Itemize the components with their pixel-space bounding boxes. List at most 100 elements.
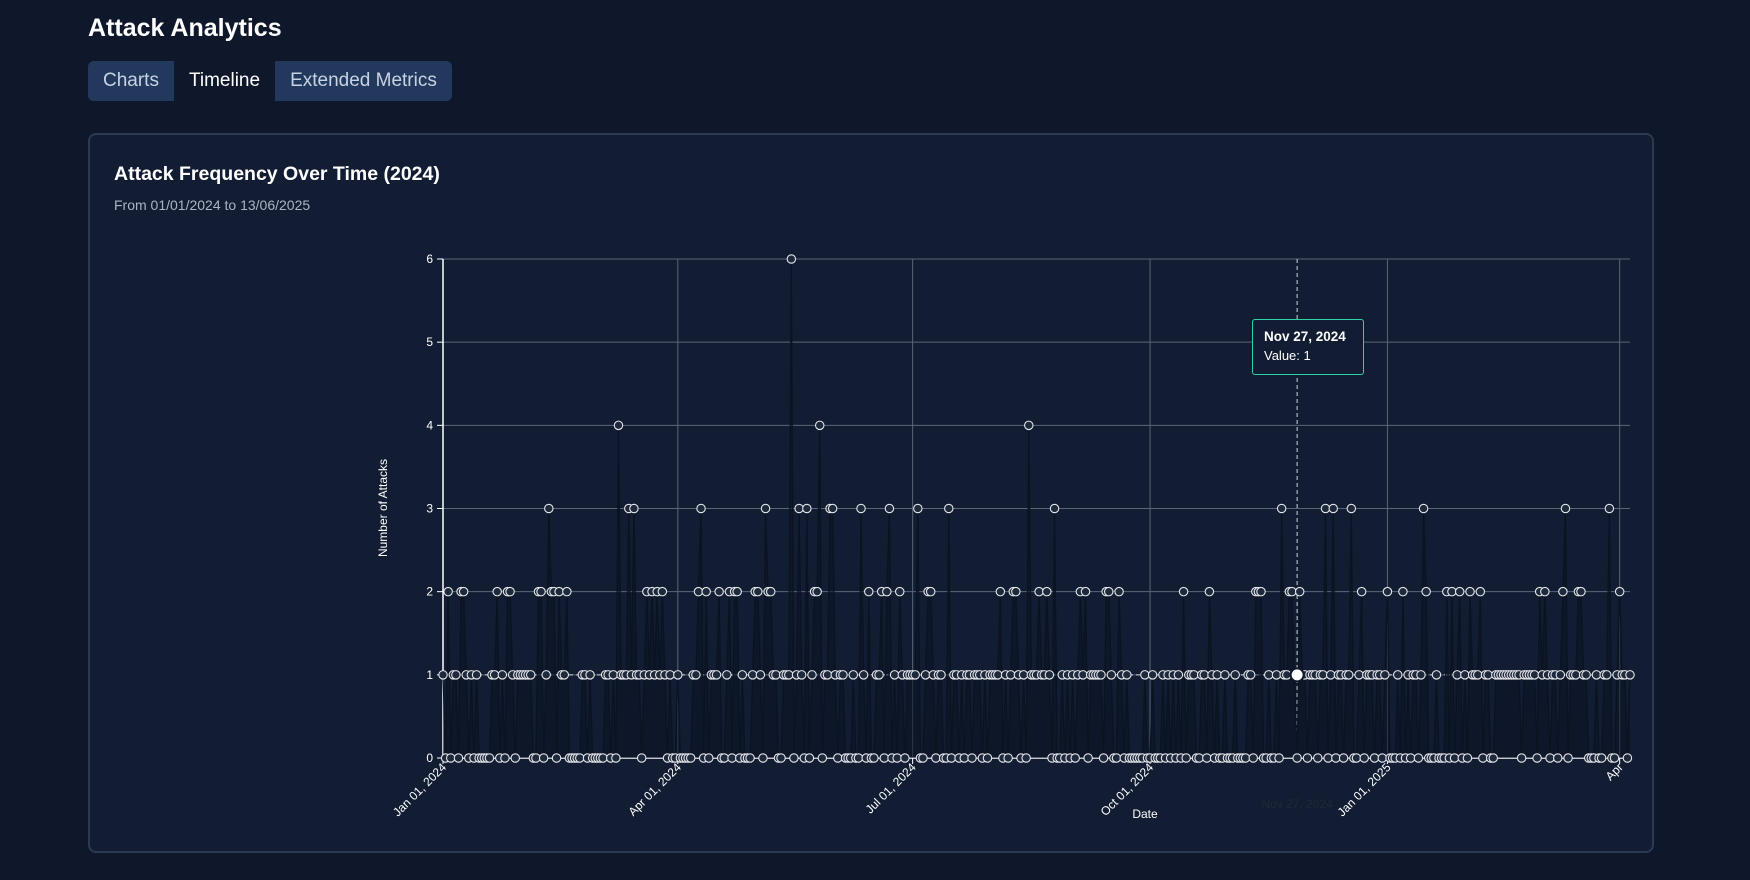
y-tick-label: 6 xyxy=(426,252,433,266)
data-point xyxy=(451,670,461,680)
data-point xyxy=(1609,753,1620,763)
data-point xyxy=(1078,670,1088,680)
data-point xyxy=(1596,753,1607,763)
data-point xyxy=(1475,586,1486,597)
data-point xyxy=(869,753,879,763)
data-point xyxy=(920,670,931,680)
data-point xyxy=(1098,753,1109,763)
data-point xyxy=(1240,753,1251,763)
data-point xyxy=(1328,503,1339,514)
data-point xyxy=(822,670,833,680)
data-point xyxy=(629,503,639,514)
y-tick-label: 5 xyxy=(426,335,433,349)
data-point xyxy=(1398,586,1408,597)
data-point xyxy=(753,586,763,597)
y-tick-label: 1 xyxy=(426,668,433,682)
data-point xyxy=(874,670,884,680)
data-point xyxy=(611,753,621,763)
data-point xyxy=(848,670,859,680)
data-point xyxy=(796,670,807,680)
data-point xyxy=(1294,586,1305,597)
data-point xyxy=(765,586,776,597)
data-point xyxy=(827,503,838,514)
data-point xyxy=(1359,753,1369,763)
data-point xyxy=(1320,503,1331,514)
data-point xyxy=(1199,670,1209,680)
x-axis-title: Date xyxy=(1132,807,1158,821)
data-point xyxy=(776,753,786,763)
data-point xyxy=(538,753,549,763)
data-point xyxy=(993,670,1003,680)
data-point xyxy=(853,753,864,763)
data-point xyxy=(1083,753,1093,763)
data-point xyxy=(1111,753,1122,763)
tab-timeline[interactable]: Timeline xyxy=(173,61,276,101)
data-point xyxy=(900,753,910,763)
data-point xyxy=(1380,670,1390,680)
data-point xyxy=(1369,753,1380,763)
data-point xyxy=(959,753,969,763)
data-point xyxy=(1488,753,1498,763)
data-point xyxy=(1532,753,1542,763)
data-point xyxy=(1338,753,1349,763)
data-point xyxy=(856,503,866,514)
data-point xyxy=(1346,503,1357,514)
data-point xyxy=(691,670,701,680)
data-point xyxy=(755,670,766,680)
data-point xyxy=(505,586,515,597)
data-point xyxy=(1263,670,1274,680)
data-point xyxy=(913,503,923,514)
data-point xyxy=(918,753,928,763)
data-point xyxy=(1604,503,1615,514)
tab-charts[interactable]: Charts xyxy=(88,61,174,101)
data-point xyxy=(1473,670,1483,680)
data-point xyxy=(1421,586,1431,597)
data-point xyxy=(889,670,900,680)
data-point xyxy=(1018,670,1029,680)
data-point xyxy=(693,586,704,597)
data-point xyxy=(1080,586,1091,597)
data-point xyxy=(1343,670,1354,680)
data-point xyxy=(1571,670,1581,680)
data-point xyxy=(737,670,748,680)
data-point xyxy=(541,670,551,680)
data-point xyxy=(1351,753,1362,763)
data-point xyxy=(1181,753,1191,763)
data-point xyxy=(1449,753,1460,763)
data-point xyxy=(1558,586,1568,597)
data-point xyxy=(1034,586,1044,597)
tab-extended-metrics[interactable]: Extended Metrics xyxy=(275,61,452,101)
data-point xyxy=(812,586,822,597)
data-point xyxy=(944,503,954,514)
data-point xyxy=(1122,670,1132,680)
data-point xyxy=(704,753,714,763)
data-point xyxy=(864,586,874,597)
data-point xyxy=(453,753,464,763)
data-point xyxy=(1070,753,1080,763)
data-point xyxy=(608,670,619,680)
data-point xyxy=(1271,670,1282,680)
data-point xyxy=(722,670,732,680)
data-point xyxy=(536,586,546,597)
data-point xyxy=(1287,586,1297,597)
data-point xyxy=(1447,586,1457,597)
data-point xyxy=(1049,503,1060,514)
y-tick-label: 2 xyxy=(426,585,433,599)
data-point xyxy=(1393,670,1403,680)
data-point xyxy=(1555,670,1566,680)
data-point xyxy=(1431,670,1442,680)
data-point xyxy=(1465,586,1475,597)
data-point xyxy=(838,670,848,680)
data-point xyxy=(1042,586,1052,597)
data-point xyxy=(1576,586,1586,597)
data-point xyxy=(1096,670,1106,680)
data-point xyxy=(484,753,495,763)
x-tick-label: Apr xyxy=(1603,760,1626,783)
data-point xyxy=(982,753,993,763)
data-point xyxy=(438,670,448,680)
tooltip-date: Nov 27, 2024 xyxy=(1264,329,1346,344)
data-point xyxy=(1405,753,1416,763)
data-point xyxy=(807,670,817,680)
data-point xyxy=(1516,753,1527,763)
